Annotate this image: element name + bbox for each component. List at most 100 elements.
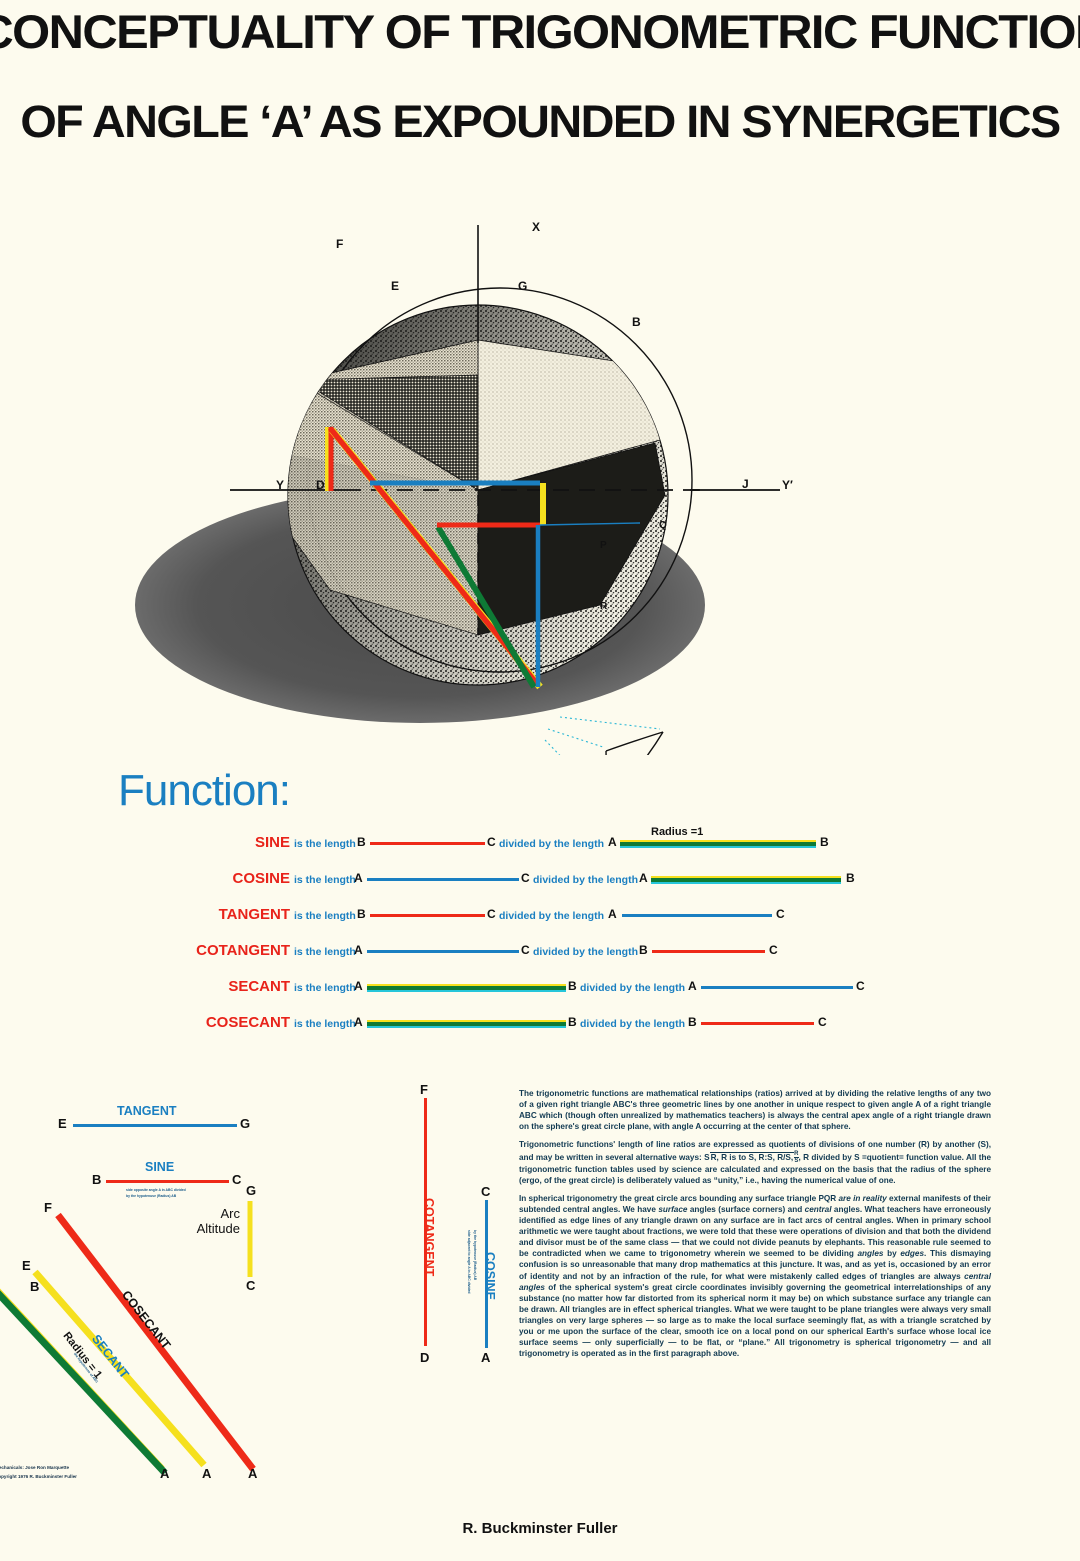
function-name-secant: SECANT [228, 978, 290, 995]
body-p1-text: The trigonometric functions are mathemat… [519, 1089, 991, 1132]
point-label-tangent-den-from: A [608, 907, 617, 921]
diag-line-secant [32, 1269, 207, 1468]
figure-label-R: R [600, 601, 608, 612]
point-label-cotangent-num-to: C [521, 943, 530, 957]
bar-cotangent-denominator [652, 950, 765, 953]
function-row-cosine: COSINE is the length A C divided by the … [0, 864, 1080, 900]
bar-sine-numerator [370, 842, 485, 845]
body-p3-i1: are in reality [838, 1193, 887, 1203]
sphere-svg [135, 225, 780, 755]
bar-sine-denominator [620, 840, 816, 848]
bar-tangent-denominator [622, 914, 772, 917]
phrase-divided-tangent: divided by the length [499, 910, 605, 922]
point-label-cosecant-num-to: B [568, 1015, 577, 1029]
figure-label-Y-prime: Y′ [782, 478, 793, 492]
function-name-sine: SINE [254, 834, 290, 851]
function-heading: Function: [118, 766, 291, 815]
triangle-pqr [605, 731, 664, 755]
figure-label-E: E [391, 279, 400, 293]
body-p3-c: angles (surface corners) and [687, 1204, 805, 1214]
credits-mechanicals: Mechanicals: Jose Ron Marquette [0, 1465, 70, 1470]
body-p2-text-c: , R divided by S =quotient= function val… [519, 1152, 992, 1185]
function-row-cosecant: COSECANT is the length A B divided by th… [0, 1008, 1080, 1044]
arc-altitude-label-line1: Arc [220, 1206, 241, 1221]
figure-label-Q: Q [659, 520, 667, 531]
body-text-block: The trigonometric functions are mathemat… [519, 1088, 991, 1366]
figure-label-G: G [518, 279, 528, 293]
arc-PQ [605, 731, 664, 752]
body-paragraph-3: In spherical trigonometry the great circ… [519, 1193, 991, 1360]
body-p3-d: angles. What teachers have erroneously i… [519, 1204, 992, 1259]
body-p3-i3: central [804, 1204, 832, 1214]
seg-label-sine-from: B [92, 1172, 102, 1187]
page-title: CONCEPTUALITY OF TRIGONOMETRIC FUNCTIONS… [0, 8, 1080, 144]
phrase-divided-sine: divided by the length [499, 838, 605, 850]
point-label-sine-num-from: B [357, 835, 366, 849]
seg-note-sine-line2: by the hypotenuse (Radius) AB [126, 1194, 177, 1198]
point-label-secant-num-to: B [568, 979, 577, 993]
bar-cosine-denominator [651, 876, 841, 884]
phrase-is-the-length-cosine: is the length [294, 874, 356, 886]
figure-label-P: P [600, 540, 607, 551]
body-p2-fraction-num: R [794, 1150, 799, 1157]
body-p3-i5: edges [900, 1249, 925, 1259]
point-label-sine-den-from: A [608, 835, 617, 849]
line-F-center-red [327, 426, 540, 686]
point-label-secant-den-from: A [688, 979, 697, 993]
body-p3-b: external manifests of their subtended ce… [519, 1193, 991, 1214]
body-p3-f: . This dismaying confusion is so unreaso… [519, 1249, 991, 1281]
seg-label-cosecant-from: F [44, 1200, 52, 1215]
body-p3-e: by [883, 1249, 901, 1259]
point-label-tangent-num-from: B [357, 907, 366, 921]
seg-label-secant-from: E [22, 1258, 31, 1273]
body-p2-overline-r: R, R is to S, R:S, R/S, [709, 1151, 795, 1162]
phrase-is-the-length-cotangent: is the length [294, 946, 356, 958]
point-label-cosecant-den-from: B [688, 1015, 697, 1029]
bar-secant-numerator [367, 984, 566, 992]
seg-line-sine [106, 1180, 229, 1183]
seg-label-tangent-from: E [58, 1116, 67, 1131]
point-label-cosecant-den-to: C [818, 1015, 827, 1029]
body-p2-text-a: Trigonometric functions' length of line … [519, 1140, 991, 1162]
seg-name-tangent: TANGENT [117, 1104, 177, 1118]
arc-QR [646, 731, 664, 755]
title-line-2: OF ANGLE ‘A’ AS EXPOUNDED IN SYNERGETICS [20, 96, 1061, 147]
sphere-diagram: X F E G B D Y Y′ J P Q R [0, 195, 1080, 755]
figure-label-D: D [316, 478, 325, 492]
function-name-cotangent: COTANGENT [196, 942, 290, 959]
body-p3-i6: central angles [519, 1271, 991, 1292]
line-radius-green [435, 525, 537, 689]
body-p3-i4: angles [857, 1249, 884, 1259]
seg-label-arc-altitude-to: C [246, 1278, 256, 1293]
body-p3-a: In spherical trigonometry the great circ… [519, 1193, 839, 1203]
phrase-divided-cosine: divided by the length [533, 874, 639, 886]
function-row-secant: SECANT is the length A B divided by the … [0, 972, 1080, 1008]
phrase-divided-secant: divided by the length [580, 982, 686, 994]
seg-label-radius-to: A [160, 1466, 170, 1481]
figure-label-F: F [336, 237, 344, 251]
point-label-cotangent-den-from: B [639, 943, 648, 957]
lower-diagram: E TANGENT G B SINE C side opposite angle… [0, 1080, 520, 1520]
pqr-leaders [544, 716, 661, 755]
point-label-cosine-num-to: C [521, 871, 530, 885]
arc-altitude-label-line2: Altitude [196, 1221, 240, 1236]
radius-label-sine: Radius =1 [651, 826, 704, 838]
seg-line-tangent [73, 1124, 237, 1127]
body-p2-fraction-den: S [794, 1156, 799, 1164]
seg-label-secant-to: A [202, 1466, 212, 1481]
figure-label-X: X [532, 220, 541, 234]
body-p3-i2: surface [658, 1204, 688, 1214]
phrase-is-the-length-secant: is the length [294, 982, 356, 994]
bar-tangent-numerator [370, 914, 485, 917]
body-p3-g: of the spherical system's great circle c… [519, 1282, 991, 1359]
diag-line-radius [0, 1290, 168, 1476]
seg-label-cosecant-to: A [248, 1466, 258, 1481]
edge-PR [605, 750, 607, 755]
figure-label-J: J [742, 477, 749, 491]
seg-note-sine-line1: side opposite angle A in ABC divided [126, 1188, 186, 1192]
point-label-cotangent-num-from: A [354, 943, 363, 957]
bar-secant-denominator [701, 986, 853, 989]
bar-cosecant-denominator [701, 1022, 814, 1025]
